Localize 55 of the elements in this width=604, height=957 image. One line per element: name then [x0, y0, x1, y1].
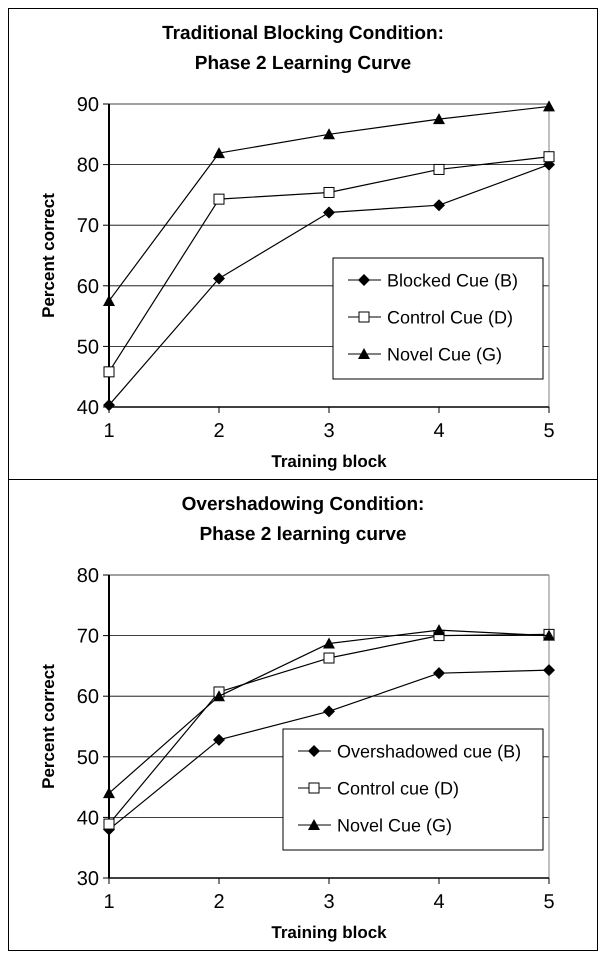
point: [323, 206, 335, 218]
point: [543, 100, 555, 112]
x-tick-label: 4: [433, 891, 445, 913]
x-tick-label: 4: [433, 420, 445, 442]
x-tick-label: 5: [543, 420, 555, 442]
point: [323, 705, 335, 718]
y-tick-label: 50: [76, 336, 99, 358]
legend-label: Overshadowed cue (B): [337, 741, 522, 762]
point: [104, 366, 114, 378]
x-axis-title: Training block: [271, 923, 388, 942]
point: [433, 199, 445, 212]
point: [213, 690, 225, 702]
y-tick-label: 80: [76, 565, 99, 587]
y-tick-label: 70: [76, 626, 99, 648]
x-tick-label: 3: [323, 420, 335, 442]
y-tick-label: 90: [76, 94, 99, 116]
x-tick-label: 2: [213, 891, 225, 913]
y-tick-label: 50: [76, 746, 99, 769]
point: [433, 624, 445, 636]
y-axis-title: Percent correct: [39, 664, 58, 789]
point: [324, 652, 334, 664]
chart-title: Overshadowing Condition: Phase 2 learning curve: [182, 494, 424, 545]
chart-title: Traditional Blocking Condition: Phase 2 Learning Curve: [162, 23, 444, 74]
x-axis-title: Training block: [271, 452, 388, 471]
y-tick-label: 60: [76, 686, 99, 708]
point: [433, 667, 445, 680]
x-tick-label: 5: [543, 891, 555, 913]
x-tick-label: 1: [103, 891, 115, 913]
point: [103, 399, 115, 412]
point: [543, 664, 555, 676]
x-tick-label: 3: [323, 891, 335, 913]
point: [323, 637, 335, 648]
y-tick-label: 70: [76, 215, 99, 238]
point: [324, 186, 334, 198]
point: [213, 272, 225, 285]
y-tick-label: 40: [76, 807, 99, 830]
point: [213, 147, 225, 158]
legend-label: Novel Cue (G): [387, 344, 502, 364]
y-tick-label: 40: [76, 397, 99, 419]
y-axis-title: Percent correct: [39, 192, 58, 318]
y-tick-label: 30: [76, 868, 99, 890]
legend-label: Control Cue (D): [387, 307, 514, 328]
point: [213, 734, 225, 746]
y-tick-label: 60: [76, 276, 99, 298]
legend-label: Control cue (D): [337, 778, 460, 798]
point: [544, 151, 554, 162]
y-tick-label: 80: [76, 154, 99, 177]
legend-label: Novel Cue (G): [337, 815, 452, 836]
point: [434, 164, 444, 175]
point: [323, 128, 335, 140]
point: [433, 113, 445, 124]
x-tick-label: 1: [103, 420, 115, 442]
point: [214, 194, 224, 205]
legend-label: Blocked Cue (B): [387, 270, 518, 290]
x-tick-label: 2: [213, 420, 225, 442]
